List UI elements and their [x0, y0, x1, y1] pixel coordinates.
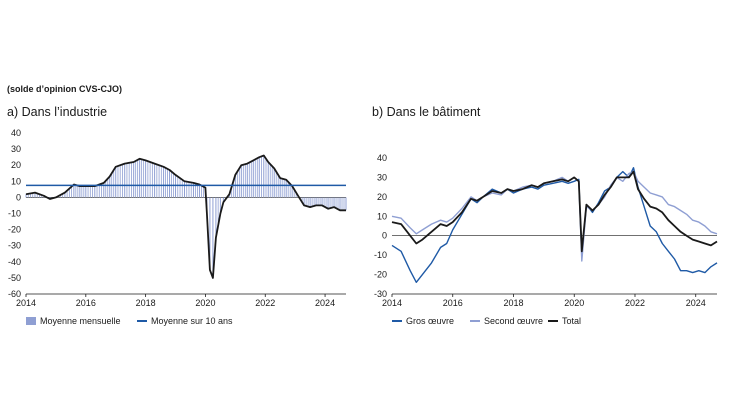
pb-ytick-label: -30 [374, 289, 387, 299]
panel-a-title: a) Dans l’industrie [7, 105, 108, 119]
legend-swatch-moyenne-mensuelle [26, 317, 36, 325]
pa-ytick-label: -60 [8, 289, 21, 299]
pb-xtick-label: 2014 [382, 298, 402, 308]
unit-subtitle: (solde d’opinion CVS-CJO) [7, 84, 122, 94]
pb-series-total [391, 170, 718, 253]
pa-ytick-label: -10 [8, 209, 21, 219]
pa-ytick-label: 40 [11, 128, 21, 138]
pa-ytick-label: 10 [11, 176, 21, 186]
pa-xtick-label: 2022 [255, 298, 275, 308]
pa-ytick-label: 30 [11, 144, 21, 154]
legend-label-gros-oeuvre: Gros œuvre [406, 316, 454, 326]
pb-ytick-label: 30 [377, 172, 387, 182]
pb-xtick-label: 2024 [686, 298, 706, 308]
pa-ytick-label: -20 [8, 225, 21, 235]
pa-xtick-label: 2016 [76, 298, 96, 308]
pa-ytick-label: -30 [8, 241, 21, 251]
pb-ytick-label: -20 [374, 270, 387, 280]
legend-label-moyenne-mensuelle: Moyenne mensuelle [40, 316, 121, 326]
panel-b-title: b) Dans le bâtiment [372, 105, 481, 119]
pa-ytick-label: -40 [8, 257, 21, 267]
pa-monthly-line [25, 154, 346, 279]
pb-xtick-label: 2016 [443, 298, 463, 308]
legend-label-total: Total [562, 316, 581, 326]
pa-ytick-label: 0 [16, 192, 21, 202]
pb-xtick-label: 2022 [625, 298, 645, 308]
pa-ytick-label: 20 [11, 160, 21, 170]
pb-ytick-label: 10 [377, 211, 387, 221]
pb-xtick-label: 2018 [503, 298, 523, 308]
pa-ytick-label: -50 [8, 273, 21, 283]
pa-xtick-label: 2024 [315, 298, 335, 308]
pa-xtick-label: 2014 [16, 298, 36, 308]
pb-ytick-label: 20 [377, 192, 387, 202]
pb-ytick-label: -10 [374, 250, 387, 260]
pb-xtick-label: 2020 [564, 298, 584, 308]
pb-ytick-label: 0 [382, 231, 387, 241]
legend-label-second-oeuvre: Second œuvre [484, 316, 543, 326]
pa-xtick-label: 2020 [195, 298, 215, 308]
pb-ytick-label: 40 [377, 153, 387, 163]
legend-label-moyenne-10-ans: Moyenne sur 10 ans [151, 316, 233, 326]
pa-xtick-label: 2018 [136, 298, 156, 308]
